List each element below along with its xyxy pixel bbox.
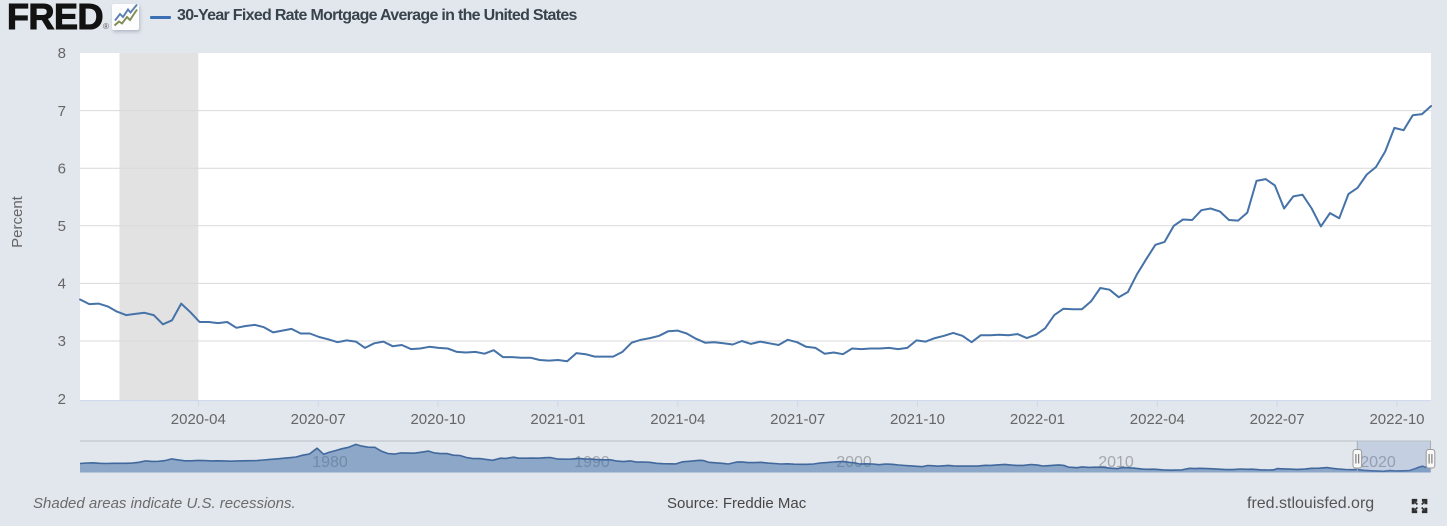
svg-text:2022-10: 2022-10	[1369, 411, 1424, 428]
svg-text:Percent: Percent	[9, 195, 26, 248]
svg-text:5: 5	[58, 218, 66, 235]
svg-text:2: 2	[58, 391, 66, 408]
svg-text:7: 7	[58, 103, 66, 120]
svg-text:6: 6	[58, 160, 66, 177]
svg-text:4: 4	[58, 276, 66, 293]
svg-text:3: 3	[58, 333, 66, 350]
svg-text:2021-10: 2021-10	[890, 411, 945, 428]
svg-text:2010: 2010	[1098, 454, 1134, 471]
svg-text:2022-04: 2022-04	[1130, 411, 1185, 428]
svg-text:2020: 2020	[1360, 454, 1396, 471]
svg-text:2020-04: 2020-04	[171, 411, 226, 428]
svg-text:2022-01: 2022-01	[1010, 411, 1065, 428]
svg-text:8: 8	[58, 45, 66, 62]
svg-text:2020-07: 2020-07	[291, 411, 346, 428]
svg-text:2021-07: 2021-07	[770, 411, 825, 428]
svg-text:2021-04: 2021-04	[650, 411, 705, 428]
svg-text:2020-10: 2020-10	[410, 411, 465, 428]
svg-text:2021-01: 2021-01	[530, 411, 585, 428]
svg-text:2022-07: 2022-07	[1250, 411, 1305, 428]
